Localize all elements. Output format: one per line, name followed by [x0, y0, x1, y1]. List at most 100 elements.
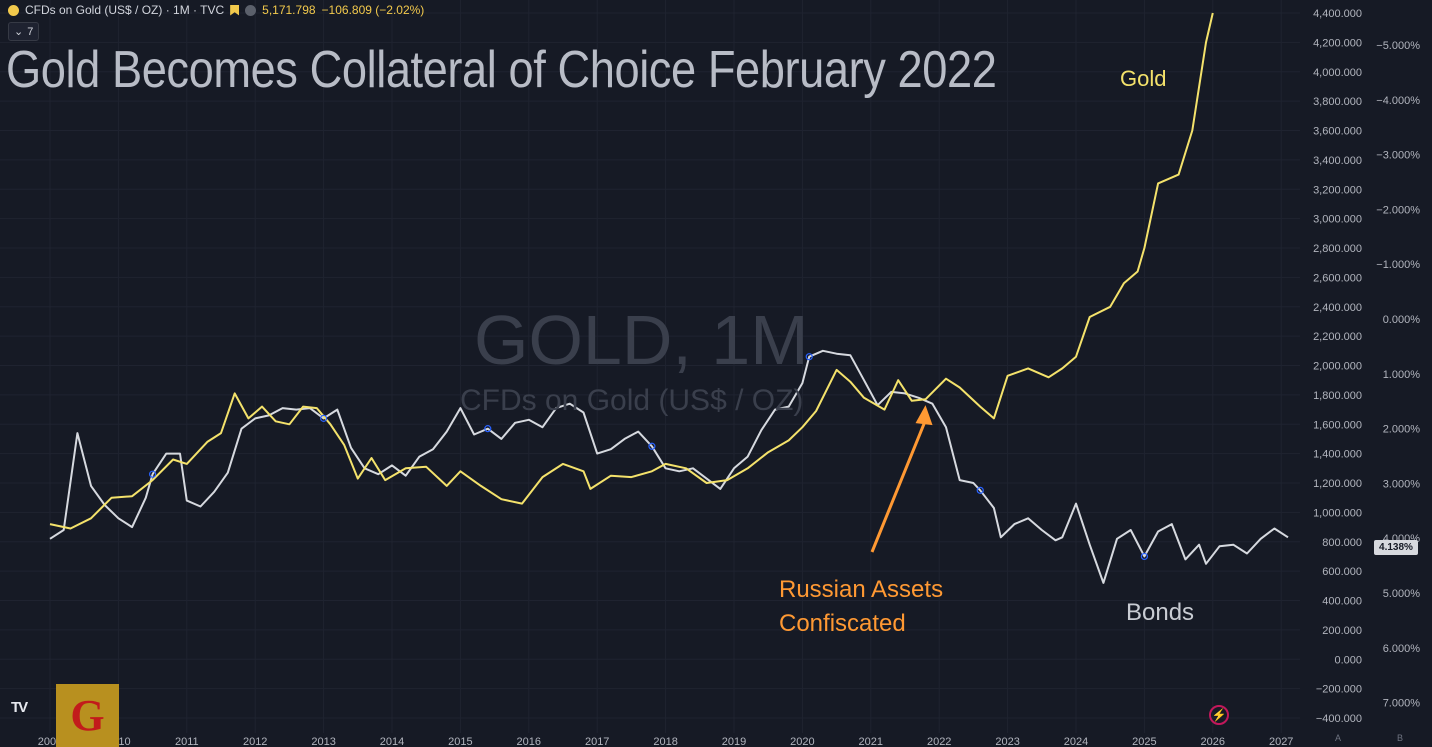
yield-tick-label: −5.000%: [1376, 40, 1420, 52]
time-tick-label: 2011: [175, 736, 199, 747]
time-tick-label: 2020: [790, 736, 814, 747]
yield-tick-label: 1.000%: [1383, 369, 1421, 381]
time-tick-label: 2013: [311, 736, 335, 747]
last-yield-tag: 4.138%: [1374, 540, 1418, 555]
price-tick-label: 2,400.000: [1313, 302, 1362, 314]
bonds-series-label: Bonds: [1126, 599, 1195, 626]
bond-marker-point: [976, 486, 984, 494]
auto-scale-button[interactable]: A: [1335, 733, 1342, 743]
yield-tick-label: 3.000%: [1383, 478, 1421, 490]
time-tick-label: 2012: [243, 736, 267, 747]
publisher-logo: G: [56, 684, 119, 747]
time-tick-label: 2018: [653, 736, 677, 747]
lightning-icon[interactable]: ⚡: [1209, 705, 1229, 725]
yield-axis: −5.000% −4.000% −3.000% −2.000% −1.000% 0.000…: [1376, 40, 1420, 710]
price-tick-label: 3,000.000: [1313, 214, 1362, 226]
price-tick-label: 1,800.000: [1313, 390, 1362, 402]
price-axis: 4,400.000 4,200.000 4,000.000 3,800.000 3,60…: [1313, 8, 1362, 725]
price-tick-label: 3,800.000: [1313, 96, 1362, 108]
indicator-count: 7: [27, 25, 34, 38]
yield-tick-label: 0.000%: [1383, 314, 1421, 326]
bond-marker-point: [648, 442, 656, 450]
yield-tick-label: 2.000%: [1383, 424, 1421, 436]
price-tick-label: 2,000.000: [1313, 361, 1362, 373]
time-tick-label: 2021: [859, 736, 883, 747]
price-tick-label: 600.000: [1322, 566, 1362, 578]
price-tick-label: 2,200.000: [1313, 331, 1362, 343]
price-tick-label: −200.000: [1316, 684, 1362, 696]
price-tick-label: 400.000: [1322, 596, 1362, 608]
time-tick-label: 2016: [517, 736, 541, 747]
price-tick-label: 2,600.000: [1313, 272, 1362, 284]
series-line-gold: [49, 12, 1214, 530]
symbol-header[interactable]: CFDs on Gold (US$ / OZ) · 1M · TVC 5,171…: [8, 2, 424, 18]
price-tick-label: 3,400.000: [1313, 155, 1362, 167]
bond-marker-point: [805, 353, 813, 361]
price-tick-label: 1,200.000: [1313, 478, 1362, 490]
symbol-text: CFDs on Gold (US$ / OZ) · 1M · TVC: [25, 3, 225, 17]
price-tick-label: 3,600.000: [1313, 126, 1362, 138]
russia-arrow-shaft: [870, 414, 929, 553]
price-tick-label: 1,400.000: [1313, 449, 1362, 461]
russia-arrow: [870, 405, 933, 553]
yield-tick-label: 6.000%: [1383, 643, 1421, 655]
bond-marker-point: [1140, 552, 1149, 561]
price-tick-label: 1,000.000: [1313, 507, 1362, 519]
gold-icon: [8, 4, 19, 16]
bond-marker-point: [484, 425, 492, 433]
bond-marker-point: [149, 470, 157, 478]
yield-tick-label: −2.000%: [1376, 204, 1420, 216]
price-tick-label: 200.000: [1322, 625, 1362, 637]
time-tick-label: 2015: [448, 736, 472, 747]
time-tick-label: 2009: [38, 736, 62, 747]
watermark-description: CFDs on Gold (US$ / OZ): [460, 384, 804, 417]
last-price: 5,171.798: [262, 3, 316, 17]
time-tick-label: 2014: [380, 736, 404, 747]
gold-series-label: Gold: [1120, 66, 1167, 91]
price-tick-label: 4,000.000: [1313, 67, 1362, 79]
series-layer: [49, 12, 1289, 584]
yield-tick-label: 7.000%: [1383, 698, 1421, 710]
russia-annotation-line2: Confiscated: [779, 610, 906, 637]
yield-tick-label: −3.000%: [1376, 150, 1420, 162]
russia-annotation-line1: Russian Assets: [779, 576, 944, 603]
price-change: −106.809 (−2.02%): [321, 3, 425, 17]
time-tick-label: 2024: [1064, 736, 1088, 747]
publisher-logo-letter: G: [70, 691, 105, 740]
scale-b-button[interactable]: B: [1397, 733, 1404, 743]
chart-title: Gold Becomes Collateral of Choice Februa…: [6, 41, 997, 99]
yield-tick-label: −1.000%: [1376, 259, 1420, 271]
price-tick-label: 2,800.000: [1313, 243, 1362, 255]
time-tick-label: 2019: [722, 736, 746, 747]
price-tick-label: 0.000: [1334, 654, 1362, 666]
price-tick-label: 800.000: [1322, 537, 1362, 549]
minus-icon[interactable]: [245, 4, 257, 16]
time-tick-label: 2017: [585, 736, 609, 747]
yield-tick-label: −4.000%: [1376, 95, 1420, 107]
time-axis: 2009201020112012201320142015201620172018…: [0, 733, 1432, 747]
time-tick-label: 2026: [1201, 736, 1225, 747]
watermark-symbol: GOLD, 1M: [474, 301, 809, 379]
bond-marker-point: [320, 414, 328, 422]
time-tick-label: 2027: [1269, 736, 1293, 747]
chevron-down-icon: ⌄: [14, 26, 24, 38]
price-tick-label: 4,400.000: [1313, 8, 1362, 20]
time-axis-bg: [0, 733, 1432, 747]
price-tick-label: 1,600.000: [1313, 419, 1362, 431]
time-tick-label: 2022: [927, 736, 951, 747]
series-line-bonds: [49, 349, 1289, 584]
price-tick-label: 3,200.000: [1313, 184, 1362, 196]
tradingview-logo-icon[interactable]: TV: [11, 699, 28, 716]
flag-icon[interactable]: [230, 4, 240, 16]
time-tick-label: 2025: [1132, 736, 1156, 747]
indicator-toggle[interactable]: ⌄ 7: [8, 22, 40, 41]
russia-arrow-head: [915, 405, 933, 426]
grid-lines: [0, 0, 1300, 733]
event-markers: [149, 353, 1149, 561]
yield-tick-label: 5.000%: [1383, 588, 1421, 600]
time-tick-label: 2023: [995, 736, 1019, 747]
price-tick-label: 4,200.000: [1313, 37, 1362, 49]
russia-annotation: Russian Assets Confiscated: [779, 573, 943, 641]
